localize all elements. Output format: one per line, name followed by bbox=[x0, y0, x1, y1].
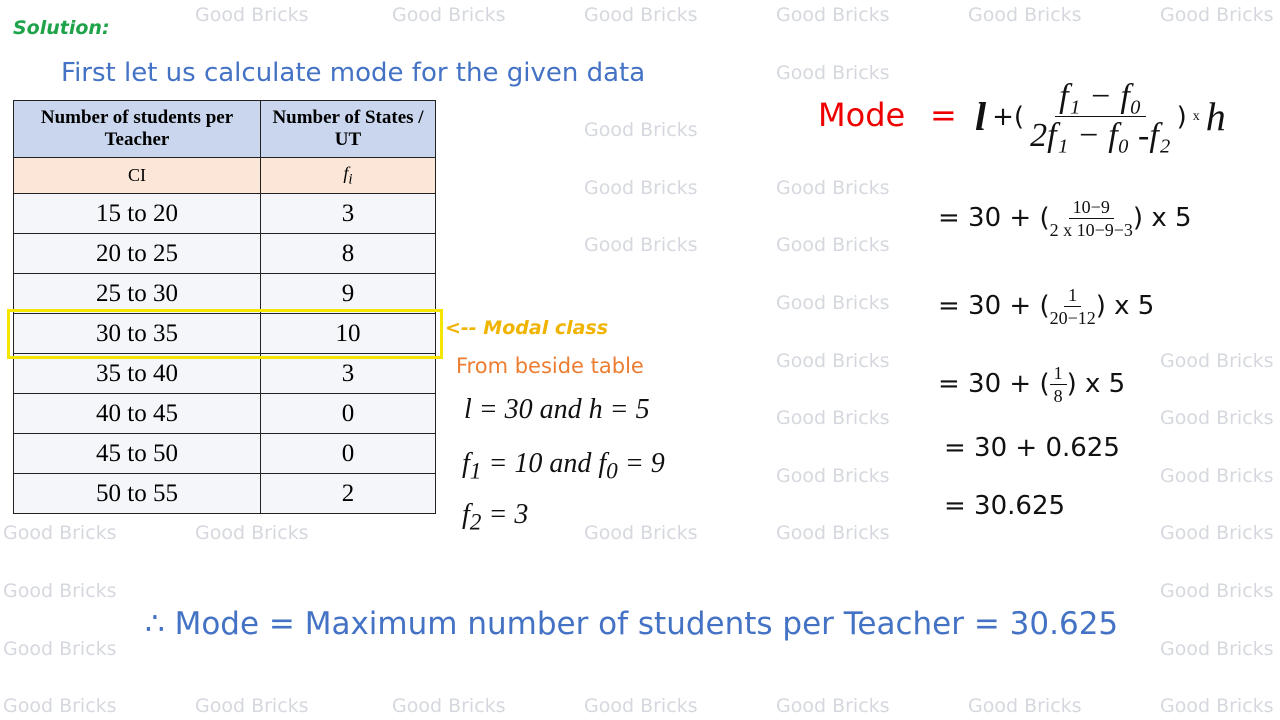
frequency-cell: 8 bbox=[260, 233, 436, 274]
frequency-cell: 2 bbox=[260, 473, 436, 514]
class-interval-cell: 35 to 40 bbox=[13, 353, 261, 394]
mode-equals: = bbox=[930, 96, 957, 134]
from-table-note: From beside table bbox=[456, 354, 644, 378]
formula-close: ) bbox=[1176, 101, 1187, 132]
watermark-text: Good Bricks bbox=[392, 695, 506, 718]
table-row: 15 to 20 3 bbox=[13, 193, 436, 234]
watermark-text: Good Bricks bbox=[776, 407, 890, 430]
watermark-text: Good Bricks bbox=[1160, 580, 1274, 602]
solution-label: Solution: bbox=[13, 17, 110, 39]
watermark-text: Good Bricks bbox=[3, 522, 117, 545]
given-f2: f2 = 3 bbox=[462, 499, 529, 536]
table-row: 35 to 40 3 bbox=[13, 353, 436, 394]
step-3: = 30 + (1 8) x 5 bbox=[938, 363, 1126, 406]
class-interval-cell: 25 to 30 bbox=[13, 273, 261, 314]
watermark-text: Good Bricks bbox=[584, 522, 698, 545]
class-interval-cell: 20 to 25 bbox=[13, 233, 261, 274]
table-row: 20 to 25 8 bbox=[13, 233, 436, 274]
watermark-text: Good Bricks bbox=[3, 695, 117, 718]
watermark-text: Good Bricks bbox=[776, 61, 890, 84]
modal-class-label: <-- Modal class bbox=[445, 317, 609, 339]
given-l-h: l = 30 and h = 5 bbox=[464, 394, 650, 425]
watermark-text: Good Bricks bbox=[195, 695, 309, 718]
frequency-table: Number of students per Teacher Number of… bbox=[13, 100, 436, 514]
formula-fraction: f₁ − f₀ 2f₁ − f₀ -f₂ bbox=[1030, 78, 1171, 155]
watermark-text: Good Bricks bbox=[776, 292, 890, 314]
watermark-text: Good Bricks bbox=[584, 4, 698, 26]
watermark-text: Good Bricks bbox=[776, 464, 890, 487]
table-row: 30 to 35 10 bbox=[13, 313, 436, 354]
watermark-text: Good Bricks bbox=[1160, 637, 1274, 660]
watermark-text: Good Bricks bbox=[392, 4, 506, 26]
subheader-fi: fi bbox=[260, 157, 436, 194]
header-frequency: Number of States / UT bbox=[260, 100, 436, 158]
table-header-row: Number of students per Teacher Number of… bbox=[13, 100, 436, 158]
class-interval-cell: 15 to 20 bbox=[13, 193, 261, 234]
watermark-text: Good Bricks bbox=[584, 119, 698, 142]
watermark-text: Good Bricks bbox=[195, 522, 309, 545]
class-interval-cell: 40 to 45 bbox=[13, 393, 261, 434]
watermark-text: Good Bricks bbox=[195, 4, 309, 26]
formula-h: h bbox=[1205, 94, 1226, 139]
formula-times: x bbox=[1192, 108, 1200, 124]
step-5: = 30.625 bbox=[944, 491, 1066, 521]
watermark-text: Good Bricks bbox=[584, 234, 698, 257]
frequency-cell: 3 bbox=[260, 193, 436, 234]
intro-heading: First let us calculate mode for the give… bbox=[61, 58, 646, 88]
class-interval-cell: 30 to 35 bbox=[13, 313, 261, 354]
formula-numerator: f₁ − f₀ bbox=[1055, 78, 1146, 117]
watermark-text: Good Bricks bbox=[1160, 407, 1274, 430]
frequency-cell: 0 bbox=[260, 393, 436, 434]
watermark-text: Good Bricks bbox=[584, 695, 698, 718]
conclusion: ∴ Mode = Maximum number of students per … bbox=[145, 606, 1119, 642]
class-interval-cell: 45 to 50 bbox=[13, 433, 261, 474]
watermark-text: Good Bricks bbox=[584, 176, 698, 199]
watermark-text: Good Bricks bbox=[776, 695, 890, 718]
step-2: = 30 + (1 20−12) x 5 bbox=[938, 285, 1155, 328]
frequency-cell: 3 bbox=[260, 353, 436, 394]
given-f1-f0: f1 = 10 and f0 = 9 bbox=[462, 448, 665, 485]
table-row: 50 to 55 2 bbox=[13, 473, 436, 514]
formula-l: l bbox=[975, 94, 987, 139]
table-subheader-row: CI fi bbox=[13, 157, 436, 194]
watermark-text: Good Bricks bbox=[776, 4, 890, 26]
step-1: = 30 + (10−9 2 x 10−9−3) x 5 bbox=[938, 197, 1192, 240]
mode-formula: l +( f₁ − f₀ 2f₁ − f₀ -f₂ ) x h bbox=[975, 78, 1226, 155]
watermark-text: Good Bricks bbox=[776, 349, 890, 372]
mode-label: Mode bbox=[818, 96, 906, 134]
watermark-text: Good Bricks bbox=[776, 522, 890, 545]
table-row: 40 to 45 0 bbox=[13, 393, 436, 434]
subheader-ci: CI bbox=[13, 157, 261, 194]
watermark-text: Good Bricks bbox=[3, 580, 117, 602]
formula-open: +( bbox=[992, 101, 1025, 132]
watermark-text: Good Bricks bbox=[968, 695, 1082, 718]
modal-class-highlight bbox=[7, 309, 443, 359]
watermark-text: Good Bricks bbox=[968, 4, 1082, 26]
class-interval-cell: 50 to 55 bbox=[13, 473, 261, 514]
formula-denominator: 2f₁ − f₀ -f₂ bbox=[1030, 117, 1171, 154]
table-row: 45 to 50 0 bbox=[13, 433, 436, 474]
step-4: = 30 + 0.625 bbox=[944, 433, 1120, 463]
frequency-cell: 9 bbox=[260, 273, 436, 314]
watermark-text: Good Bricks bbox=[776, 234, 890, 257]
watermark-text: Good Bricks bbox=[1160, 464, 1274, 487]
table-row: 25 to 30 9 bbox=[13, 273, 436, 314]
frequency-cell: 0 bbox=[260, 433, 436, 474]
watermark-text: Good Bricks bbox=[3, 637, 117, 660]
watermark-text: Good Bricks bbox=[1160, 349, 1274, 372]
header-class: Number of students per Teacher bbox=[13, 100, 261, 158]
watermark-text: Good Bricks bbox=[1160, 4, 1274, 26]
watermark-text: Good Bricks bbox=[1160, 522, 1274, 545]
watermark-text: Good Bricks bbox=[776, 176, 890, 199]
watermark-text: Good Bricks bbox=[1160, 695, 1274, 718]
